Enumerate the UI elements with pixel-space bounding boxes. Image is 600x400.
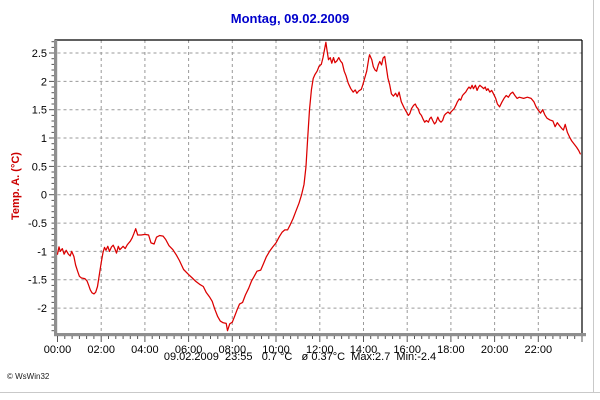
status-line: 09.02.2009 23:55 0.7 °C ø 0.37°C Max:2.7… [163, 351, 437, 363]
y-tick-label: 0 [41, 190, 47, 202]
y-tick-label: -1.5 [28, 275, 47, 287]
x-tick-label: 22:00 [525, 344, 553, 356]
x-tick-label: 14:00 [350, 344, 378, 356]
x-axis-bar [54, 333, 586, 337]
x-tick-label: 02:00 [87, 344, 115, 356]
x-tick-label: 12:00 [306, 344, 334, 356]
x-tick-label: 16:00 [393, 344, 421, 356]
y-axis-title: Temp. A. (°C) [10, 152, 22, 220]
y-axis-bar [54, 40, 58, 336]
y-tick-label: 0.5 [32, 161, 47, 173]
x-tick-label: 20:00 [481, 344, 509, 356]
x-tick-label: 06:00 [175, 344, 203, 356]
x-tick-label: 08:00 [219, 344, 247, 356]
x-tick-label: 04:00 [131, 344, 159, 356]
y-tick-label: 1.5 [32, 105, 47, 117]
y-tick-label: 1 [41, 133, 47, 145]
credit-label: © WsWin32 [7, 372, 50, 381]
y-tick-label: -1 [37, 246, 47, 258]
y-tick-label: 2 [41, 76, 47, 88]
temperature-line [56, 41, 581, 332]
y-tick-label: -2 [37, 303, 47, 315]
chart-title: Montag, 09.02.2009 [230, 11, 350, 26]
y-tick-label: 2.5 [32, 48, 47, 60]
x-tick-label: 18:00 [437, 344, 465, 356]
x-tick-label: 00:00 [44, 344, 72, 356]
panel-border-right [593, 0, 594, 393]
panel-border-bottom [0, 392, 600, 393]
y-tick-label: -0.5 [28, 218, 47, 230]
x-tick-label: 10:00 [262, 344, 290, 356]
